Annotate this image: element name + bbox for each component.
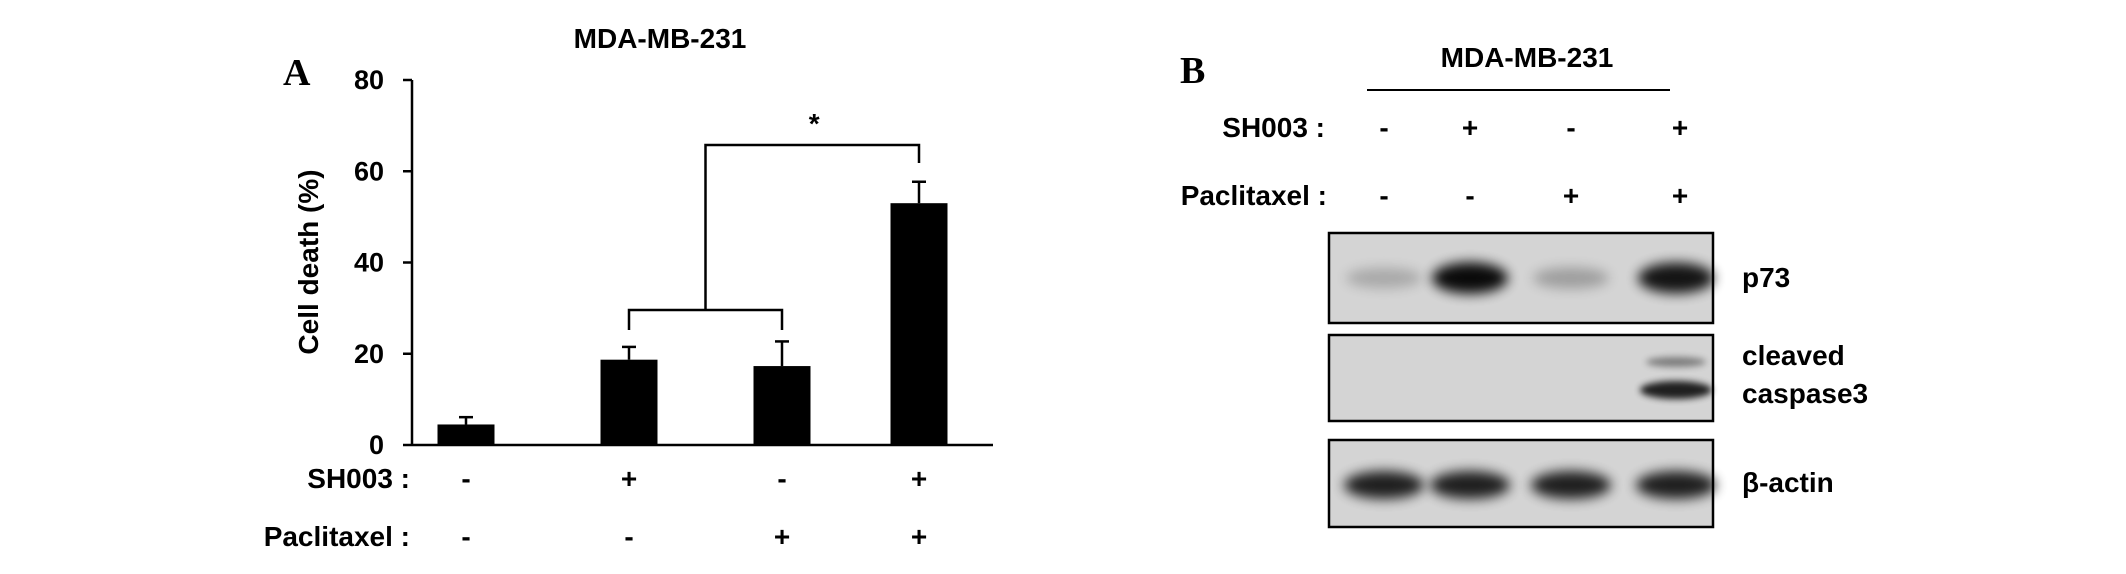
protein-band <box>1432 262 1508 294</box>
protein-band <box>1646 357 1706 367</box>
treatment-sign: + <box>911 463 927 494</box>
treatment-sign: + <box>1462 112 1478 143</box>
treatment-sign: - <box>777 463 786 494</box>
treatment-sign: - <box>624 521 633 552</box>
panel-b-paclitaxel-signs: - - + + <box>1379 180 1688 211</box>
y-tick-label: 20 <box>354 339 384 369</box>
y-tick-label: 80 <box>354 65 384 95</box>
protein-band <box>1636 471 1716 499</box>
protein-band <box>1344 471 1424 499</box>
blot-label: cleaved <box>1742 340 1845 371</box>
blot-panel <box>1327 333 1715 423</box>
y-ticks: 0 20 40 60 80 <box>354 65 412 460</box>
panel-b-cell-line: MDA-MB-231 <box>1441 42 1614 73</box>
blot-labels: p73 cleaved caspase3 β-actin <box>1742 262 1868 498</box>
bars <box>437 180 948 445</box>
panel-b: B MDA-MB-231 SH003 : Paclitaxel : - + - + -… <box>1180 42 1868 529</box>
treatment-sign: - <box>461 521 470 552</box>
panel-a-letter: A <box>283 52 311 94</box>
panel-b-paclitaxel-label: Paclitaxel : <box>1181 180 1327 211</box>
treatment-sign: - <box>1465 180 1474 211</box>
bar <box>437 424 495 445</box>
y-tick-label: 60 <box>354 156 384 186</box>
protein-band <box>1638 262 1714 294</box>
panel-a-sh003-signs: - + - + <box>461 463 927 494</box>
bar-chart: Cell death (%) 0 20 40 60 80 * <box>293 65 993 460</box>
protein-band <box>1533 267 1609 289</box>
y-tick-label: 0 <box>369 430 384 460</box>
bar <box>600 359 658 445</box>
blot-background <box>1327 333 1715 423</box>
panel-a-paclitaxel-signs: - - + + <box>461 521 927 552</box>
blot-label: caspase3 <box>1742 378 1868 409</box>
protein-band <box>1531 471 1611 499</box>
blot-label: p73 <box>1742 262 1790 293</box>
treatment-sign: + <box>911 521 927 552</box>
treatment-sign: - <box>1379 180 1388 211</box>
y-axis-label: Cell death (%) <box>293 169 324 354</box>
chart-title: MDA-MB-231 <box>574 23 747 54</box>
treatment-sign: + <box>621 463 637 494</box>
treatment-sign: + <box>1672 180 1688 211</box>
y-tick-label: 40 <box>354 248 384 278</box>
panel-b-letter: B <box>1180 50 1205 92</box>
treatment-sign: - <box>1566 112 1575 143</box>
bar <box>753 366 811 445</box>
blot-label: β-actin <box>1742 467 1834 498</box>
panel-a-paclitaxel-label: Paclitaxel : <box>264 521 410 552</box>
significance-star: * <box>809 108 820 139</box>
treatment-sign: + <box>774 521 790 552</box>
treatment-sign: - <box>461 463 470 494</box>
western-blots <box>1327 231 1716 529</box>
panel-a-sh003-label: SH003 : <box>307 463 410 494</box>
treatment-sign: - <box>1379 112 1388 143</box>
blot-panel <box>1327 438 1716 529</box>
significance-bracket: * <box>627 108 921 330</box>
protein-band <box>1430 471 1510 499</box>
protein-band <box>1640 381 1712 399</box>
treatment-sign: + <box>1563 180 1579 211</box>
panel-b-sh003-signs: - + - + <box>1379 112 1688 143</box>
panel-b-sh003-label: SH003 : <box>1222 112 1325 143</box>
bar <box>890 203 948 445</box>
group-bracket <box>627 308 784 330</box>
comparison-bracket <box>704 143 921 310</box>
blot-panel <box>1327 231 1715 325</box>
treatment-sign: + <box>1672 112 1688 143</box>
protein-band <box>1346 267 1422 289</box>
